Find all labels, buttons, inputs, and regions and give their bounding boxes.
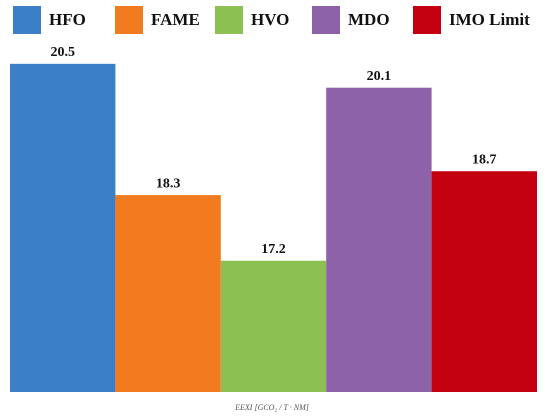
value-label: 20.1 — [367, 69, 392, 84]
bar — [431, 171, 537, 392]
bar — [115, 195, 221, 392]
legend-label: HFO — [49, 10, 86, 29]
legend-swatch — [413, 6, 441, 34]
legend-swatch — [312, 6, 340, 34]
legend-label: MDO — [348, 10, 390, 29]
bar — [326, 87, 432, 392]
value-label: 18.3 — [156, 176, 181, 191]
bar — [10, 63, 116, 392]
x-axis-label: EEXI [GCO₂ / T · NM] — [234, 403, 309, 412]
legend-swatch — [115, 6, 143, 34]
legend-swatch — [13, 6, 41, 34]
legend-label: IMO Limit — [449, 10, 530, 29]
legend-label: FAME — [151, 10, 200, 29]
value-label: 20.5 — [50, 45, 75, 60]
value-label: 18.7 — [472, 152, 497, 167]
bar — [220, 260, 327, 392]
legend-swatch — [215, 6, 243, 34]
legend-label: HVO — [251, 10, 289, 29]
value-label: 17.2 — [261, 242, 286, 257]
